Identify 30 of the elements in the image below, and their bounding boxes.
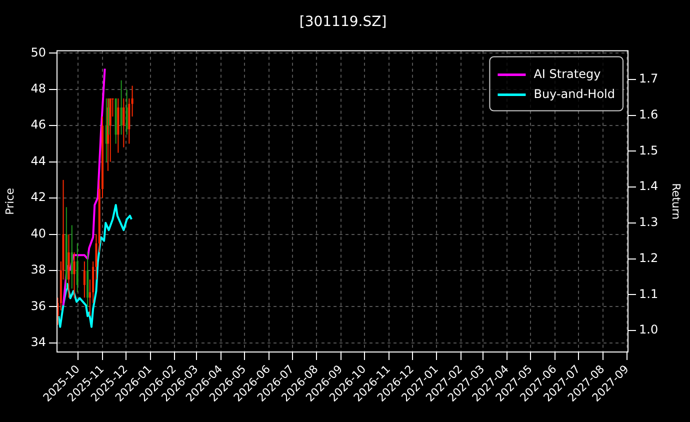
y-tick-label: 46 [30,118,46,132]
y-tick-label: 42 [30,190,46,204]
y2-tick-label: 1.2 [639,250,658,265]
candlestick [126,88,128,136]
y2-tick-label: 1.3 [639,215,658,230]
y-tick-label: 36 [30,298,46,313]
candlestick [122,98,125,148]
y2-tick-label: 1.5 [639,143,658,158]
y-tick-label: 44 [30,154,46,168]
y-axis-title: Price [3,188,16,215]
candlestick [83,260,86,298]
candlestick [131,85,134,118]
y-tick-label: 34 [30,335,46,350]
y2-tick-label: 1.6 [639,107,658,122]
y-tick-label: 38 [30,262,46,277]
candlestick [120,80,122,136]
candlestick [73,252,76,298]
y2-tick-label: 1.4 [639,179,658,194]
y-tick-label: 50 [30,45,46,60]
candlestick [70,224,73,290]
candlestick [76,242,78,293]
y-tick-label: 40 [30,226,46,240]
y2-axis-title: Return [670,183,683,220]
y2-tick-label: 1.7 [639,72,658,86]
chart-title: [301119.SZ] [299,14,387,30]
y-tick-label: 48 [30,82,46,96]
y2-tick-label: 1.1 [639,286,658,301]
legend-label: Buy-and-Hold [534,86,615,101]
legend-label: AI Strategy [534,66,601,81]
y2-tick-label: 1.0 [639,322,658,337]
